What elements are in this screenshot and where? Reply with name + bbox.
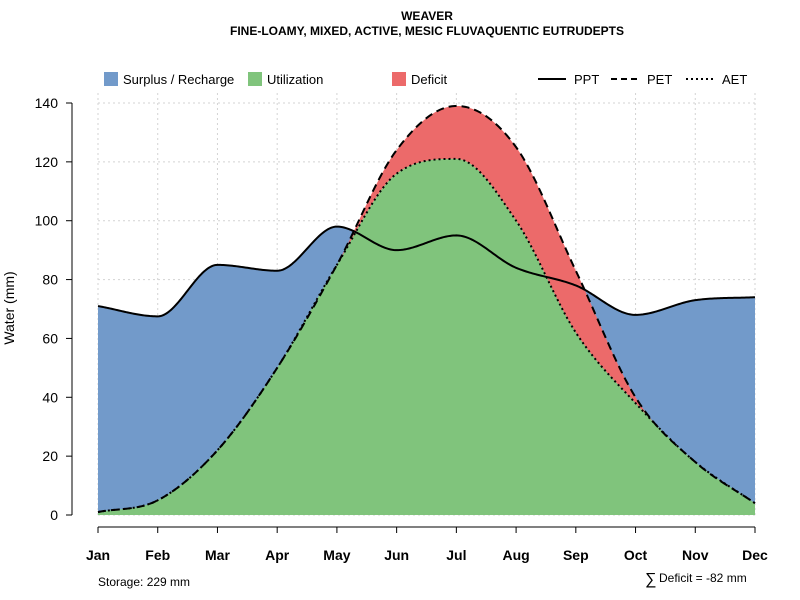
legend: Surplus / Recharge Utilization Deficit PPT P… — [104, 72, 747, 87]
legend-label-utilization: Utilization — [267, 72, 323, 87]
legend-item-pet: PET — [611, 72, 672, 87]
legend-item-deficit: Deficit — [392, 72, 448, 87]
x-tick-label-feb: Feb — [145, 547, 170, 563]
x-tick-label-dec: Dec — [742, 547, 768, 563]
legend-swatch-utilization — [248, 72, 262, 86]
axes: 0 20 40 60 80 100 120 140 Jan Feb Mar Apr May Jun Jul A… — [35, 95, 768, 563]
utilization-area — [98, 158, 755, 515]
x-tick-label-mar: Mar — [205, 547, 230, 563]
aet-line — [97, 157, 756, 514]
x-tick-label-apr: Apr — [265, 547, 290, 563]
legend-item-aet: AET — [686, 72, 747, 87]
x-tick-label-jun: Jun — [384, 547, 409, 563]
chart-title: WEAVER — [401, 9, 453, 23]
y-tick-label: 40 — [42, 389, 58, 405]
y-tick-label: 80 — [42, 272, 58, 288]
y-tick-label: 100 — [35, 213, 59, 229]
deficit-total-label: Deficit = -82 mm — [659, 571, 747, 585]
x-tick-label-sep: Sep — [563, 547, 589, 563]
legend-label-surplus: Surplus / Recharge — [123, 72, 234, 87]
legend-label-deficit: Deficit — [411, 72, 448, 87]
legend-item-surplus: Surplus / Recharge — [104, 72, 234, 87]
legend-label-aet: AET — [722, 72, 747, 87]
x-tick-label-nov: Nov — [682, 547, 709, 563]
line-layer — [97, 104, 756, 514]
y-tick-label: 60 — [42, 330, 58, 346]
x-tick-label-may: May — [323, 547, 350, 563]
deficit-sum-symbol: ∑ — [645, 571, 656, 588]
legend-item-ppt: PPT — [538, 72, 599, 87]
legend-swatch-surplus — [104, 72, 118, 86]
x-tick-label-aug: Aug — [502, 547, 529, 563]
x-tick-label-jan: Jan — [86, 547, 110, 563]
y-axis-label: Water (mm) — [1, 271, 17, 344]
x-tick-label-jul: Jul — [446, 547, 466, 563]
chart-subtitle: FINE-LOAMY, MIXED, ACTIVE, MESIC FLUVAQU… — [230, 24, 624, 38]
x-tick-label-oct: Oct — [624, 547, 648, 563]
y-tick-label: 20 — [42, 448, 58, 464]
storage-label: Storage: 229 mm — [98, 575, 190, 589]
legend-label-pet: PET — [647, 72, 672, 87]
area-layer — [98, 105, 755, 515]
y-tick-label: 120 — [35, 154, 59, 170]
y-tick-label: 0 — [50, 507, 58, 523]
pet-line — [97, 104, 756, 514]
y-tick-label: 140 — [35, 95, 59, 111]
legend-label-ppt: PPT — [574, 72, 599, 87]
legend-item-utilization: Utilization — [248, 72, 323, 87]
legend-swatch-deficit — [392, 72, 406, 86]
ppt-line — [97, 225, 756, 318]
